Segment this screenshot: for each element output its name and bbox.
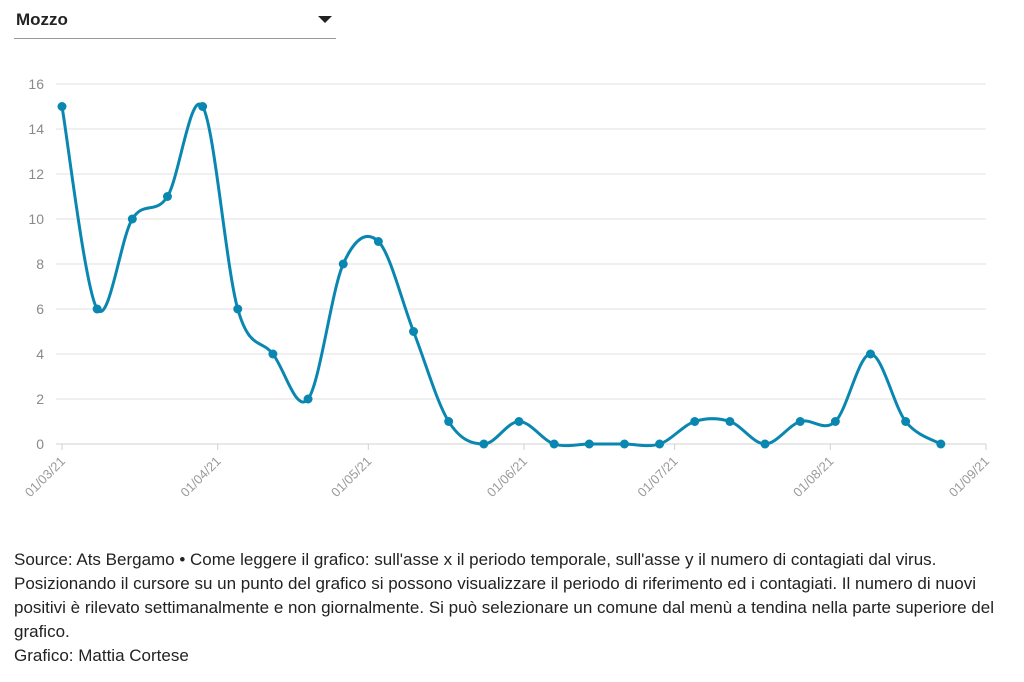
data-point[interactable] [444,417,454,426]
y-tick-label: 2 [36,391,44,407]
data-point[interactable] [479,439,489,449]
gridlines [56,83,986,445]
data-point[interactable] [901,417,911,426]
x-tick-label: 01/04/21 [177,454,223,500]
x-tick-label: 01/07/21 [634,454,680,500]
dropdown-selected-value: Mozzo [16,10,68,29]
data-point[interactable] [690,417,700,426]
y-tick-label: 8 [36,256,44,272]
x-tick-label: 01/06/21 [484,454,530,500]
x-tick-label: 01/05/21 [328,454,374,500]
source-description: Source: Ats Bergamo • Come leggere il gr… [14,550,994,641]
data-point[interactable] [198,102,208,111]
data-points [57,102,946,449]
data-point[interactable] [127,214,137,224]
data-point[interactable] [92,304,102,314]
y-tick-label: 0 [36,436,44,452]
chevron-down-icon [318,16,332,23]
line-chart: 0 2 4 6 8 10 12 14 16 01/03/21 01/04/21 01/05/21 01/… [22,76,992,500]
data-point[interactable] [936,439,946,449]
y-tick-label: 16 [28,76,44,92]
data-point[interactable] [760,439,770,449]
data-point[interactable] [373,237,383,246]
data-point[interactable] [866,349,875,359]
y-tick-label: 6 [36,301,44,317]
data-point[interactable] [514,417,524,426]
data-point[interactable] [162,192,172,201]
data-point[interactable] [549,439,559,449]
data-point[interactable] [409,327,419,336]
comune-dropdown[interactable]: Mozzo [14,4,336,39]
y-tick-label: 12 [28,166,44,182]
data-point[interactable] [584,439,594,449]
data-point[interactable] [830,417,840,426]
data-point[interactable] [655,439,665,449]
x-tick-label: 01/08/21 [790,454,836,500]
x-tick-label: 01/09/21 [946,454,992,500]
x-tick-label: 01/03/21 [22,454,68,500]
chart-credit: Grafico: Mattia Cortese [14,646,189,665]
chart-notes: Source: Ats Bergamo • Come leggere il gr… [14,548,1014,668]
y-tick-label: 10 [28,211,44,227]
axes: 0 2 4 6 8 10 12 14 16 01/03/21 01/04/21 01/05/21 01/… [22,76,992,500]
data-point[interactable] [725,417,735,426]
series-line [60,102,943,448]
data-point[interactable] [619,439,629,449]
y-tick-label: 4 [36,346,44,362]
data-point[interactable] [303,394,313,404]
data-point[interactable] [268,349,278,359]
data-point[interactable] [57,102,67,111]
series-path [60,102,943,448]
data-point[interactable] [233,304,243,314]
y-tick-label: 14 [28,121,44,137]
data-point[interactable] [795,417,805,426]
data-point[interactable] [338,259,348,269]
